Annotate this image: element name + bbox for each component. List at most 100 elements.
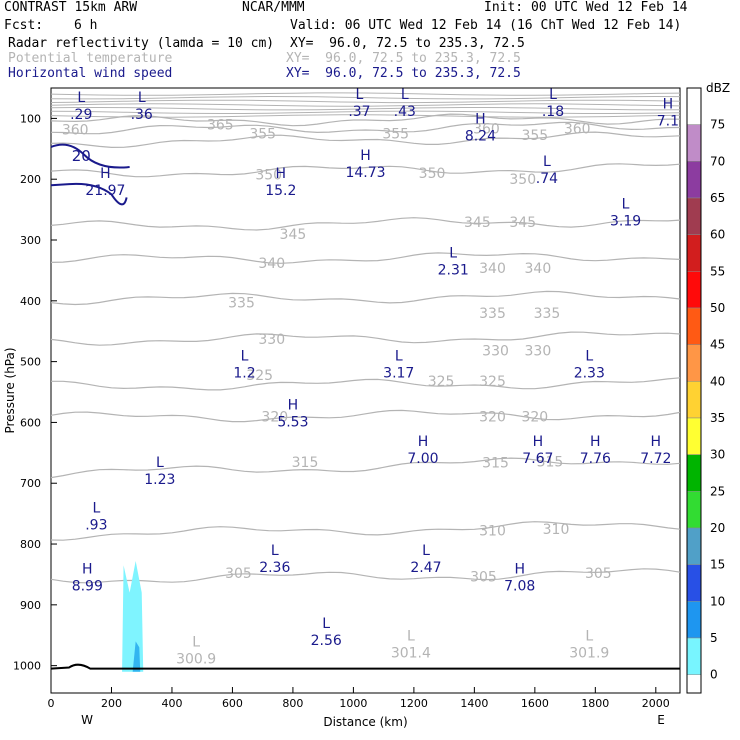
reflectivity-patch-5dbz [122, 561, 144, 672]
wind-low-marker-1: L [138, 90, 146, 106]
theta-label-350-0: 350 [255, 167, 282, 183]
x-tick-label: 1200 [400, 697, 428, 710]
y-tick-label: 600 [20, 416, 41, 429]
theta-contour-345 [50, 217, 681, 231]
wind-high-marker-20: H [651, 434, 662, 450]
wind-extremum-value-6: 8.24 [465, 129, 496, 145]
theta-label-330-2: 330 [525, 344, 552, 360]
x-tick-label: 1600 [521, 697, 549, 710]
wind-high-marker-6: H [475, 112, 486, 128]
theta-label-355-0: 355 [249, 127, 276, 143]
colorbar-label: 15 [710, 558, 725, 572]
wind-extremum-value-19: 7.76 [580, 451, 611, 467]
colorbar-swatch-12 [686, 527, 702, 565]
colorbar-label: 65 [710, 191, 725, 205]
east-label: E [657, 713, 665, 727]
theta-label-320-2: 320 [521, 409, 548, 425]
wind-high-marker-9: H [100, 166, 111, 182]
theta-min-marker-1: L [407, 628, 415, 644]
colorbar-label: 30 [710, 448, 725, 462]
wind-extremum-value-12: 2.31 [438, 262, 469, 278]
colorbar-label: 25 [710, 484, 725, 498]
wind-low-marker-2: L [356, 87, 364, 103]
y-tick-label: 700 [20, 477, 41, 490]
field-reflectivity-xy: XY= 96.0, 72.5 to 235.3, 72.5 [290, 36, 525, 51]
theta-label-330-0: 330 [258, 332, 285, 348]
wind-extremum-value-4: .18 [542, 104, 564, 120]
forecast-hour: 6 h [74, 18, 98, 33]
wind-extremum-value-5: 7.1 [657, 113, 679, 129]
wind-high-marker-18: H [533, 434, 544, 450]
theta-label-355-2: 355 [521, 128, 548, 144]
plot-frame [50, 87, 681, 694]
colorbar-swatch-10 [686, 454, 702, 492]
theta-contour-320 [50, 409, 681, 423]
theta-min-value-1: 301.4 [391, 645, 431, 661]
x-tick-label: 400 [161, 697, 182, 710]
wind-extremum-value-9: 21.97 [85, 183, 125, 199]
x-tick-label: 1800 [581, 697, 609, 710]
theta-label-325-1: 325 [428, 374, 455, 390]
theta-label-315-2: 315 [537, 454, 564, 470]
y-tick-label: 100 [20, 112, 41, 125]
wind-extremum-value-10: 15.2 [265, 183, 296, 199]
theta-label-335-1: 335 [479, 306, 506, 322]
wind-high-marker-10: H [276, 166, 287, 182]
y-axis-label: Pressure (hPa) [3, 347, 17, 433]
theta-label-330-1: 330 [482, 344, 509, 360]
west-label: W [81, 713, 93, 727]
wind-high-marker-7: H [360, 148, 371, 164]
wind-extremum-value-3: .43 [394, 104, 416, 120]
field-theta-xy: XY= 96.0, 72.5 to 235.3, 72.5 [286, 51, 521, 66]
y-tick-label: 200 [20, 173, 41, 186]
wind-low-marker-23: L [271, 543, 279, 559]
theta-contour-340 [50, 252, 681, 264]
wind-extremum-value-13: 1.2 [233, 366, 255, 382]
x-tick-label: 600 [222, 697, 243, 710]
theta-contour-335 [50, 290, 681, 306]
colorbar-label: 0 [710, 668, 718, 682]
theta-contour-325 [51, 377, 681, 391]
colorbar-swatch-6 [686, 307, 702, 345]
wind-extremum-value-17: 7.00 [407, 451, 438, 467]
wind-extremum-value-16: 5.53 [277, 414, 308, 430]
colorbar-label: 55 [710, 264, 725, 278]
colorbar-swatch-0 [686, 87, 702, 125]
theta-label-320-1: 320 [479, 409, 506, 425]
theta-min-marker-0: L [192, 634, 200, 650]
wind-low-marker-13: L [241, 349, 249, 365]
wind-extremum-value-7: 14.73 [345, 165, 385, 181]
theta-label-305-0: 305 [225, 566, 252, 582]
theta-label-335-0: 335 [228, 296, 255, 312]
forecast-label: Fcst: [4, 18, 44, 33]
wind-low-marker-22: L [92, 501, 100, 517]
theta-label-360-0: 360 [62, 122, 89, 138]
colorbar-swatch-7 [686, 344, 702, 382]
colorbar-label: 5 [710, 631, 718, 645]
wind-extremum-value-0: .29 [70, 107, 92, 123]
wind-low-marker-8: L [543, 154, 551, 170]
colorbar-label: 40 [710, 374, 725, 388]
wind-extremum-value-21: 1.23 [144, 472, 175, 488]
x-tick-label: 0 [48, 697, 55, 710]
theta-label-315-0: 315 [292, 455, 319, 471]
wind-extremum-value-11: 3.19 [610, 214, 641, 230]
y-tick-label: 900 [20, 599, 41, 612]
wind-extremum-value-26: 8.99 [72, 578, 103, 594]
wind-low-marker-4: L [549, 87, 557, 103]
colorbar-swatch-4 [686, 234, 702, 272]
theta-contour-upper [50, 92, 681, 96]
theta-label-335-2: 335 [534, 306, 561, 322]
wind-extremum-value-15: 2.33 [574, 366, 605, 382]
theta-min-value-0: 300.9 [176, 651, 216, 667]
colorbar-label: 10 [710, 594, 725, 608]
theta-label-340-0: 340 [258, 256, 285, 272]
theta-label-315-1: 315 [482, 456, 509, 472]
colorbar-unit: dBZ [706, 81, 730, 95]
wind-high-marker-19: H [590, 434, 601, 450]
theta-label-345-1: 345 [464, 215, 491, 231]
wind-high-marker-17: H [418, 434, 429, 450]
wind-extremum-value-2: .37 [348, 104, 370, 120]
colorbar-swatch-5 [686, 271, 702, 309]
